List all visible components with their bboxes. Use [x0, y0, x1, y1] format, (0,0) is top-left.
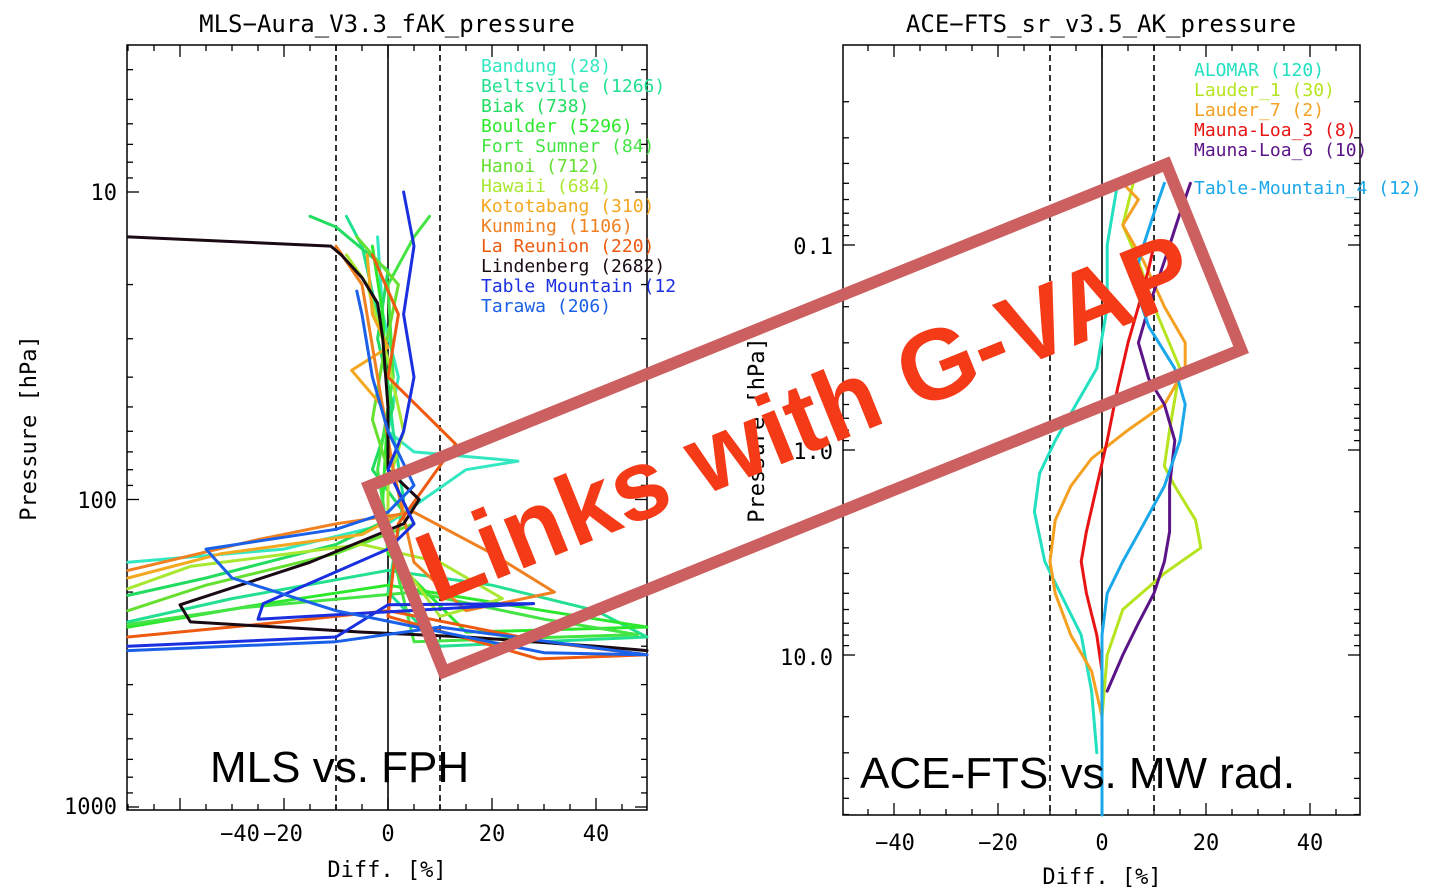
mls-caption: MLS vs. FPH: [210, 743, 469, 792]
legend-entry-table-mountain: Table Mountain (12: [481, 276, 676, 297]
ace-legend: ALOMAR (120) Lauder_1 (30) Lauder_7 (2) …: [1194, 60, 1422, 199]
ace-x-axis-label: Diff. [%]: [1042, 865, 1161, 889]
ace-panel: ACE−FTS_sr_v3.5_AK_pressure −40 −20 0 20…: [745, 10, 1422, 889]
mls-x-tick-label: −40: [220, 822, 260, 847]
legend-entry-kunming: Kunming (1106): [481, 216, 633, 237]
legend-entry-lindenberg: Lindenberg (2682): [481, 256, 665, 277]
ace-y-tick-label: 1.0: [793, 440, 833, 465]
mls-y-tick-label: 10: [91, 181, 118, 206]
ace-series-line-0: [1032, 181, 1120, 755]
mls-x-tick-label: 40: [583, 822, 610, 847]
legend-entry-mauna-loa-3: Mauna-Loa_3 (8): [1194, 120, 1357, 141]
ace-series-line-2: [1048, 181, 1187, 719]
legend-entry-tarawa: Tarawa (206): [481, 296, 611, 317]
mls-series-line-12: [126, 289, 649, 657]
mls-x-tick-label: 0: [381, 822, 394, 847]
ace-x-tick-label: −20: [978, 831, 1018, 856]
legend-entry-kototabang: Kototabang (310): [481, 196, 654, 217]
ace-y-tick-label: 0.1: [793, 235, 833, 260]
legend-entry-la-reunion: La Reunion (220): [481, 236, 654, 257]
ace-series-line-4: [1105, 181, 1192, 693]
ace-y-tick-label: 10.0: [780, 646, 833, 671]
mls-series-lines: [126, 190, 649, 661]
legend-entry-mauna-loa-6: Mauna-Loa_6 (10): [1194, 140, 1367, 161]
mls-series-line-8: [126, 244, 556, 613]
mls-chart-title: MLS−Aura_V3.3_fAK_pressure: [199, 10, 575, 38]
ace-x-tick-label: 20: [1193, 831, 1220, 856]
legend-entry-boulder: Boulder (5296): [481, 116, 633, 137]
legend-entry-hanoi: Hanoi (712): [481, 156, 600, 177]
ace-y-axis-label: Pressure [hPa]: [745, 337, 770, 522]
stamp-frame: [361, 156, 1249, 680]
ace-x-tick-label: −40: [875, 831, 915, 856]
legend-entry-bandung: Bandung (28): [481, 56, 611, 77]
mls-x-tick-label: 20: [479, 822, 506, 847]
ace-series-lines: [1032, 181, 1203, 817]
mls-x-axis-label: Diff. [%]: [327, 858, 446, 883]
legend-entry-lauder-7: Lauder_7 (2): [1194, 100, 1324, 121]
mls-y-tick-label: 100: [77, 489, 117, 514]
ace-x-tick-label: 0: [1095, 831, 1108, 856]
legend-entry-biak: Biak (738): [481, 96, 589, 117]
mls-y-tick-label: 1000: [64, 795, 117, 820]
mls-panel: MLS−Aura_V3.3_fAK_pressure −40 −20 0 20 …: [17, 10, 676, 883]
legend-entry-beltsville: Beltsville (1266): [481, 76, 665, 97]
legend-entry-fort-sumner: Fort Sumner (84): [481, 136, 654, 157]
mls-plot-frame: [126, 44, 648, 811]
ace-x-tick-label: 40: [1297, 831, 1324, 856]
ace-caption: ACE-FTS vs. MW rad.: [860, 749, 1295, 798]
ace-ticks: [843, 45, 1360, 816]
mls-y-axis-label: Pressure [hPa]: [17, 335, 42, 520]
ace-chart-title: ACE−FTS_sr_v3.5_AK_pressure: [906, 10, 1296, 38]
legend-entry-table-mountain-4: Table-Mountain_4 (12): [1194, 178, 1422, 199]
legend-entry-hawaii: Hawaii (684): [481, 176, 611, 197]
legend-entry-lauder-1: Lauder_1 (30): [1194, 80, 1335, 101]
mls-legend: Bandung (28) Beltsville (1266) Biak (738…: [481, 56, 676, 317]
ace-series-line-5: [1100, 181, 1187, 817]
legend-entry-alomar: ALOMAR (120): [1194, 60, 1324, 81]
mls-x-tick-label: −20: [263, 822, 303, 847]
